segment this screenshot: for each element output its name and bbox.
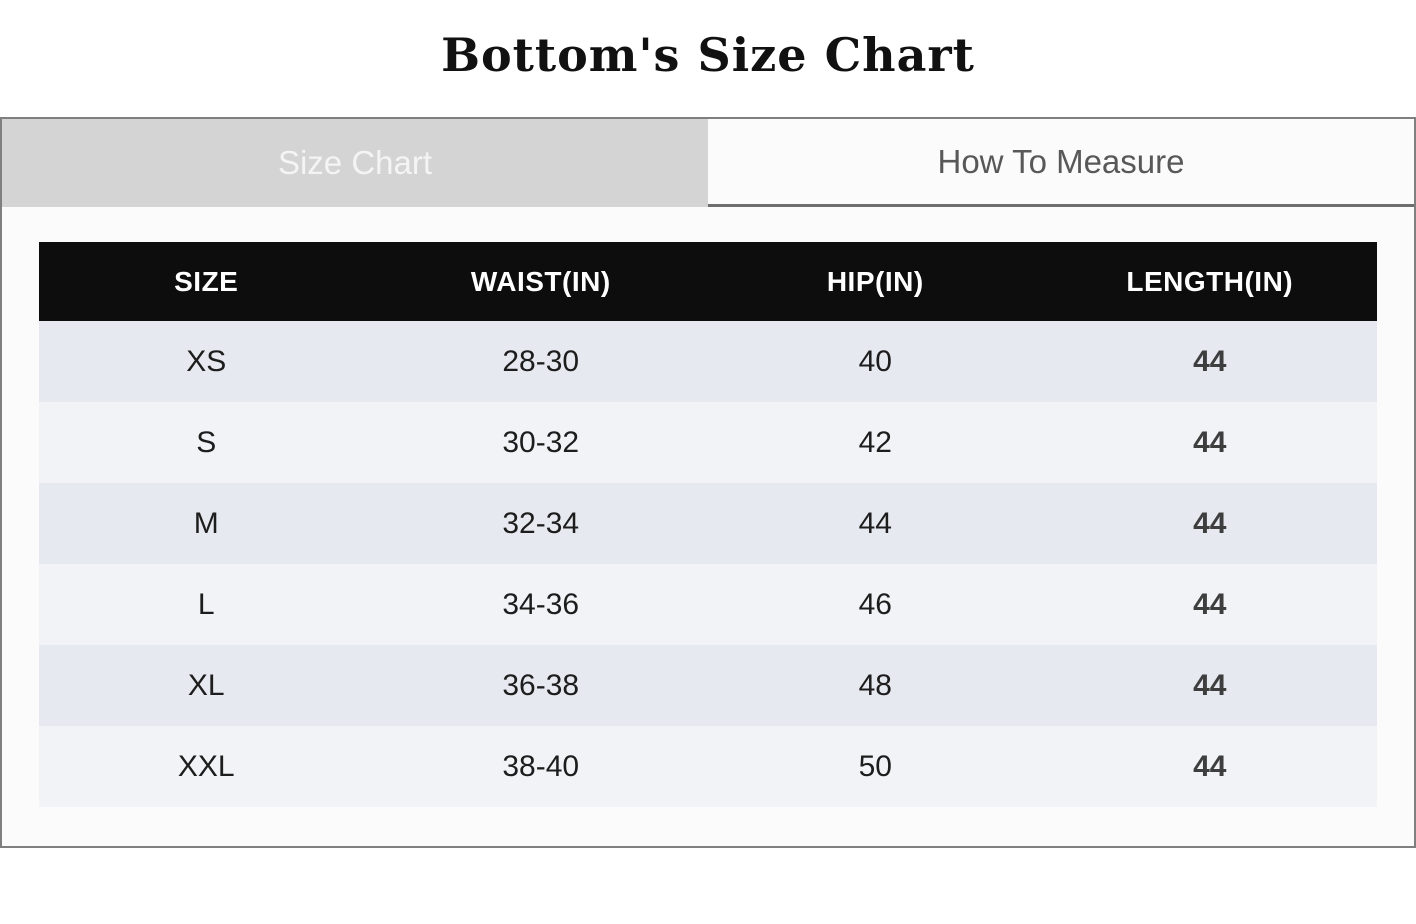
table-row: M 32-34 44 44 (39, 483, 1377, 564)
table-cell: 34-36 (373, 564, 708, 645)
table-cell: 44 (1042, 402, 1377, 483)
tab-bar: Size Chart How To Measure (2, 119, 1414, 207)
table-row: S 30-32 42 44 (39, 402, 1377, 483)
table-cell: 48 (708, 645, 1043, 726)
table-cell: 44 (1042, 483, 1377, 564)
table-cell: L (39, 564, 374, 645)
tab-content: SIZE WAIST(IN) HIP(IN) LENGTH(IN) XS 28-30 40… (2, 207, 1414, 845)
table-cell: 50 (708, 726, 1043, 807)
table-cell: 44 (1042, 726, 1377, 807)
size-table: SIZE WAIST(IN) HIP(IN) LENGTH(IN) XS 28-30 40… (39, 242, 1377, 807)
table-cell: 38-40 (373, 726, 708, 807)
table-cell: 44 (1042, 645, 1377, 726)
table-cell: 28-30 (373, 321, 708, 402)
size-chart-widget: Size Chart How To Measure SIZE WAIST(IN) H… (0, 117, 1416, 848)
tab-size-chart[interactable]: Size Chart (2, 119, 708, 207)
tab-how-to-measure[interactable]: How To Measure (708, 119, 1414, 207)
table-cell: 30-32 (373, 402, 708, 483)
table-cell: 42 (708, 402, 1043, 483)
table-cell: 46 (708, 564, 1043, 645)
column-header-waist-in: WAIST(IN) (373, 242, 708, 321)
table-cell: 32-34 (373, 483, 708, 564)
table-cell: XXL (39, 726, 374, 807)
table-cell: S (39, 402, 374, 483)
table-cell: 44 (1042, 321, 1377, 402)
table-row: L 34-36 46 44 (39, 564, 1377, 645)
table-cell: 40 (708, 321, 1043, 402)
size-table-header: SIZE WAIST(IN) HIP(IN) LENGTH(IN) (39, 242, 1377, 321)
column-header-length-in: LENGTH(IN) (1042, 242, 1377, 321)
table-cell: 44 (708, 483, 1043, 564)
column-header-size: SIZE (39, 242, 374, 321)
size-table-body: XS 28-30 40 44 S 30-32 42 44 M 32-34 44 44 L 34-36 46 4… (39, 321, 1377, 807)
table-cell: M (39, 483, 374, 564)
table-cell: 44 (1042, 564, 1377, 645)
table-cell: XS (39, 321, 374, 402)
table-row: XXL 38-40 50 44 (39, 726, 1377, 807)
table-cell: 36-38 (373, 645, 708, 726)
table-cell: XL (39, 645, 374, 726)
table-header-row: SIZE WAIST(IN) HIP(IN) LENGTH(IN) (39, 242, 1377, 321)
page-title: Bottom's Size Chart (441, 28, 975, 82)
table-row: XL 36-38 48 44 (39, 645, 1377, 726)
column-header-hip-in: HIP(IN) (708, 242, 1043, 321)
table-row: XS 28-30 40 44 (39, 321, 1377, 402)
